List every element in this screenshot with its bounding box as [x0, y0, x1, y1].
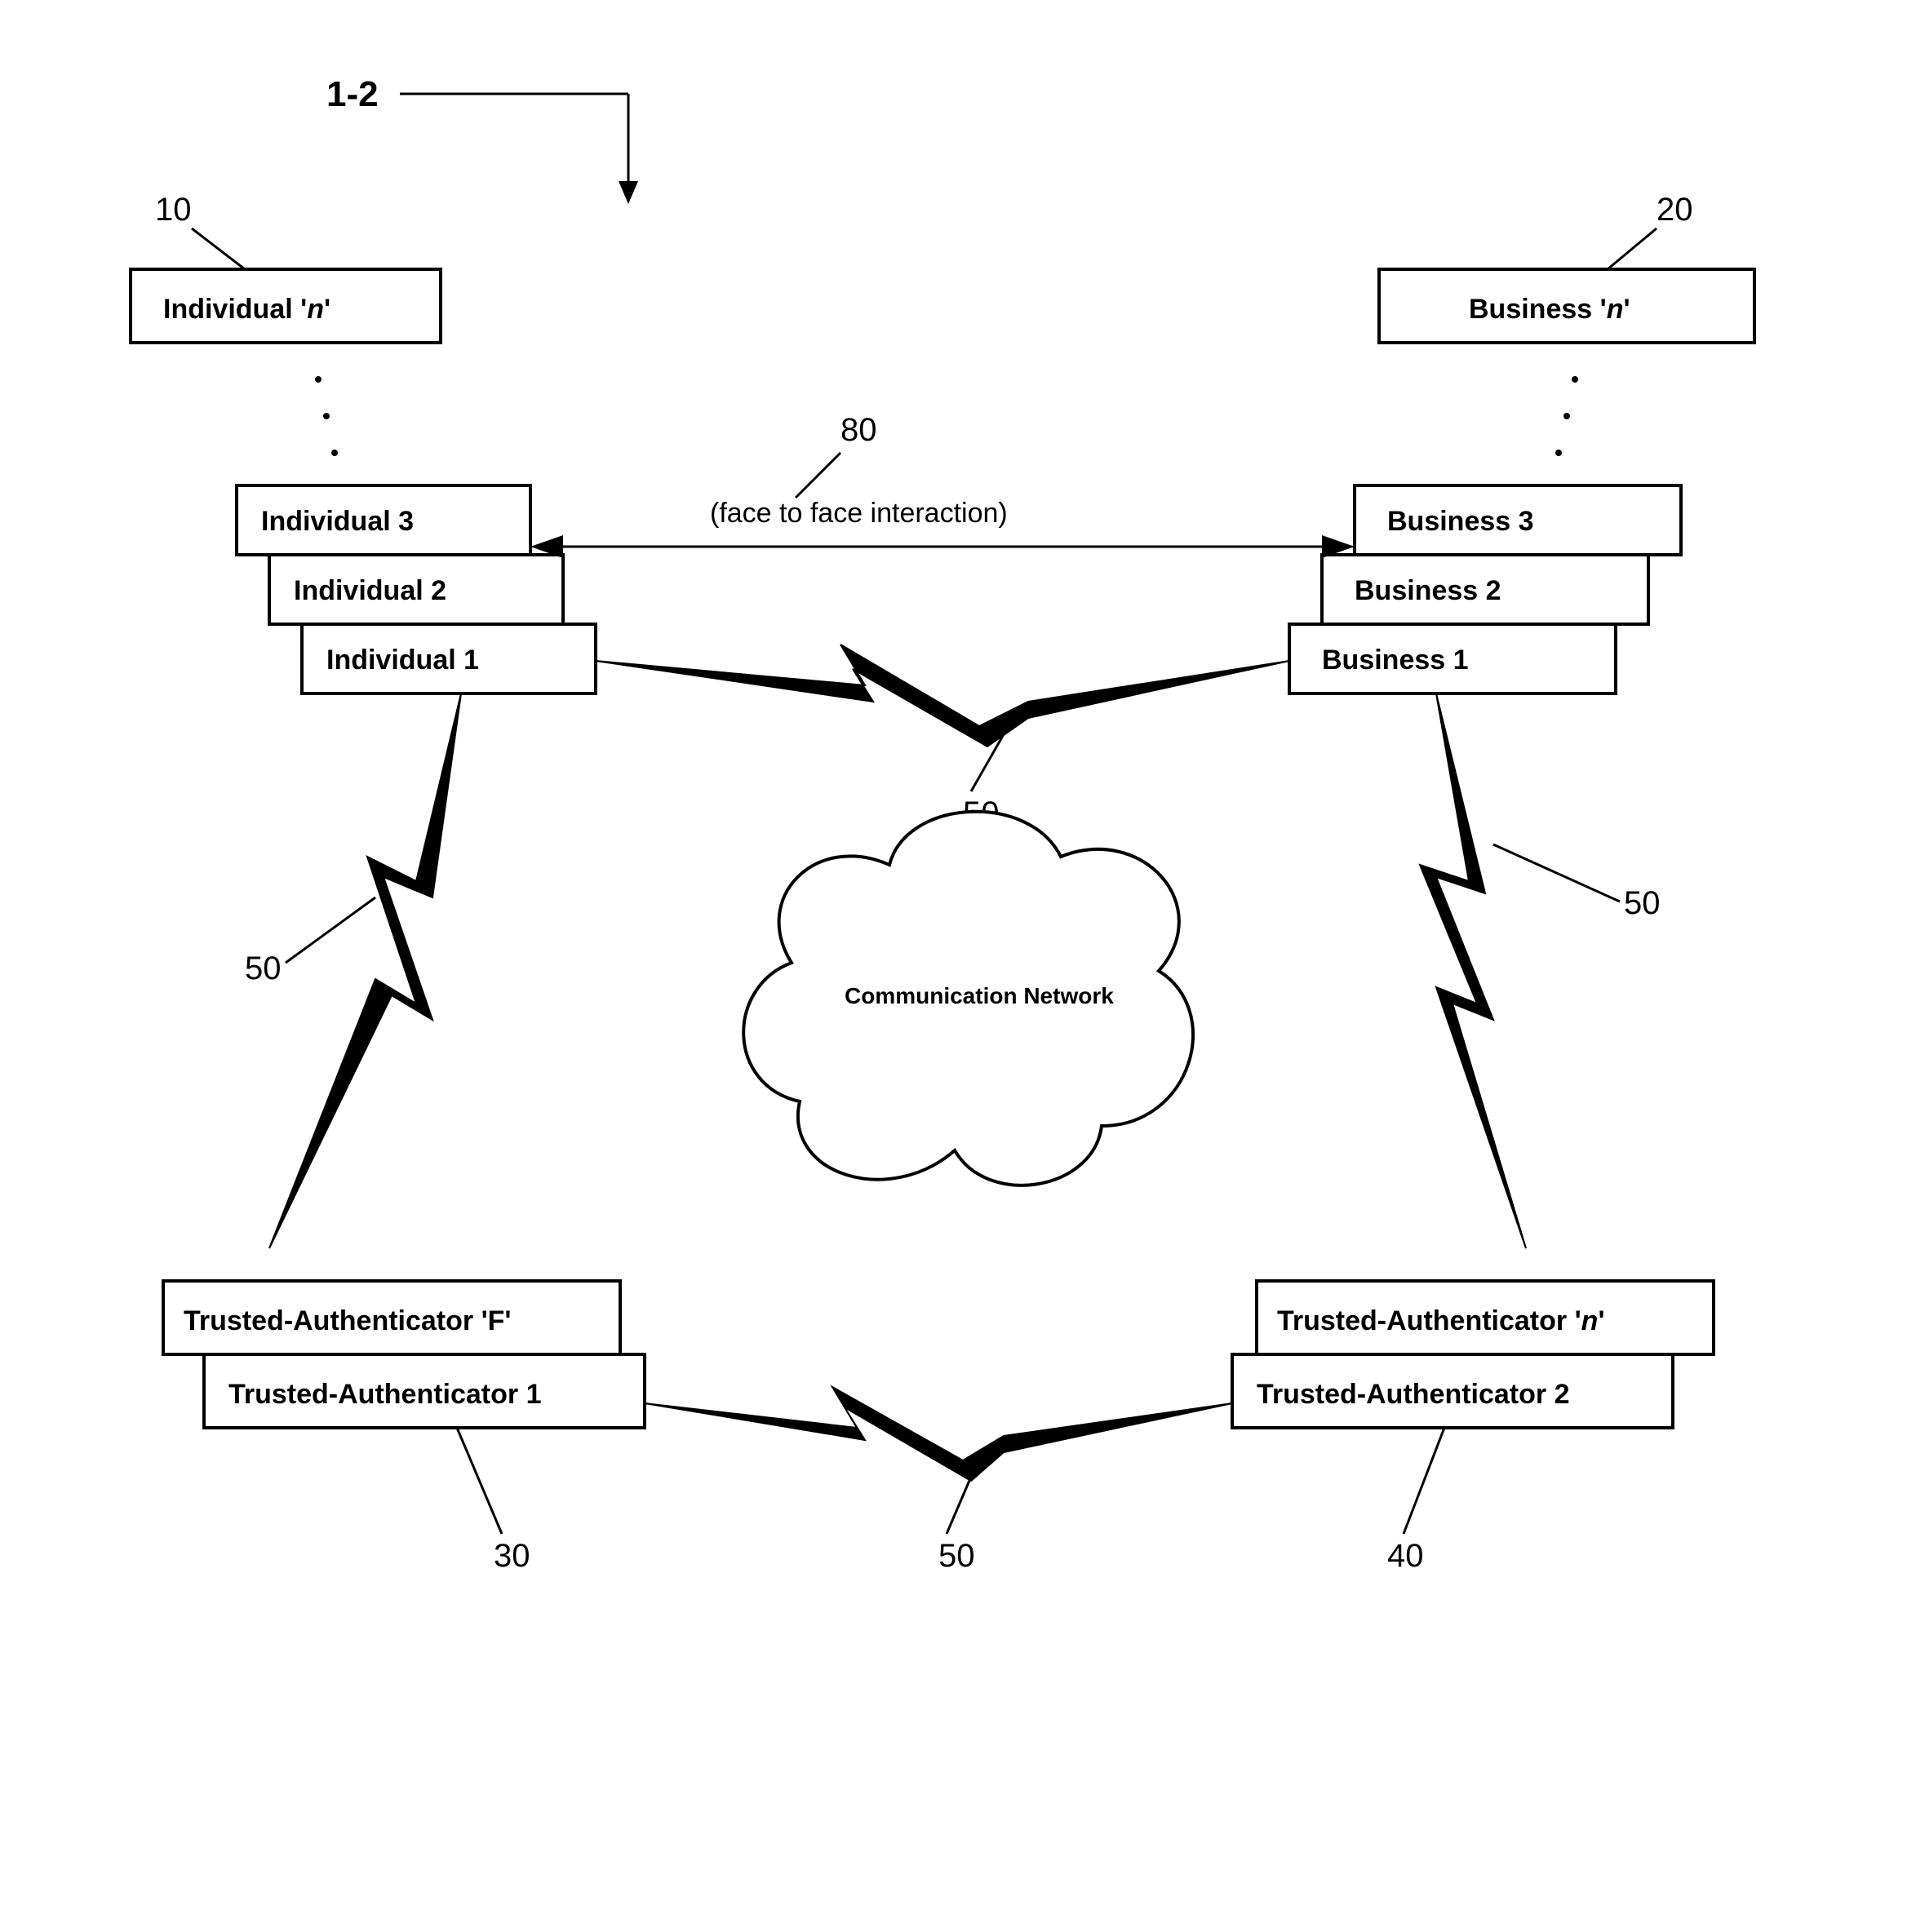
business-1-label: Business 1 — [1322, 645, 1469, 676]
business-3-label: Business 3 — [1387, 506, 1534, 537]
business-n-label: Business 'n' — [1469, 294, 1630, 325]
ref-30: 30 — [494, 1538, 530, 1574]
trusted-right-back-label: Trusted-Authenticator 'n' — [1277, 1305, 1605, 1336]
cloud-group: Communication Network — [743, 812, 1193, 1185]
leader-50-c — [1493, 844, 1620, 902]
zigzag-bus1-tan — [1420, 693, 1526, 1248]
ref-50-d: 50 — [938, 1538, 975, 1574]
individual-1-label: Individual 1 — [326, 645, 479, 676]
trusted-left-stack: Trusted-Authenticator 'F' Trusted-Authen… — [163, 1281, 645, 1428]
ellipsis-dot — [331, 450, 338, 456]
business-n-group: Business 'n' — [1379, 269, 1754, 343]
ref-50-b: 50 — [245, 950, 282, 986]
business-2-label: Business 2 — [1355, 575, 1501, 606]
ref-80: 80 — [840, 412, 877, 448]
leader-40 — [1404, 1428, 1444, 1534]
leader-10 — [192, 228, 245, 269]
leader-50-b — [286, 897, 375, 963]
diagram-canvas: 1-2 Individual 'n' 10 Business 'n' 20 In… — [0, 0, 1916, 1932]
leader-50-d — [947, 1477, 971, 1534]
ellipsis-dot — [1555, 450, 1562, 456]
ellipsis-dot — [1572, 376, 1578, 383]
ellipsis-dot — [1563, 413, 1570, 419]
zigzag-ind1-taF — [269, 693, 461, 1248]
trusted-left-front-label: Trusted-Authenticator 1 — [228, 1379, 541, 1410]
ref-10: 10 — [155, 192, 192, 228]
ref-40: 40 — [1387, 1538, 1424, 1574]
leader-30 — [457, 1428, 502, 1534]
individual-stack: Individual 3 Individual 2 Individual 1 — [237, 485, 596, 693]
leader-20 — [1608, 228, 1657, 269]
trusted-right-front-label: Trusted-Authenticator 2 — [1257, 1379, 1569, 1410]
trusted-left-back-label: Trusted-Authenticator 'F' — [184, 1305, 512, 1336]
individual-n-label: Individual 'n' — [163, 294, 330, 325]
title-arrowhead — [619, 181, 638, 204]
face-to-face: (face to face interaction) 80 — [530, 412, 1355, 558]
f2f-label: (face to face interaction) — [710, 498, 1008, 529]
ref-20: 20 — [1657, 192, 1693, 228]
trusted-right-stack: Trusted-Authenticator 'n' Trusted-Authen… — [1232, 1281, 1714, 1428]
zigzag-ta1-ta2 — [645, 1387, 1232, 1481]
ellipsis-dot — [323, 413, 330, 419]
business-stack: Business 3 Business 2 Business 1 — [1289, 485, 1681, 693]
individual-3-label: Individual 3 — [261, 506, 414, 537]
leader-80 — [796, 453, 840, 498]
cloud-label: Communication Network — [845, 983, 1114, 1008]
individual-2-label: Individual 2 — [294, 575, 446, 606]
ellipsis-dot — [315, 376, 322, 383]
zigzag-ind1-bus1 — [596, 645, 1289, 747]
ref-50-c: 50 — [1624, 885, 1661, 921]
figure-number: 1-2 — [326, 74, 379, 114]
individual-n-group: Individual 'n' — [131, 269, 441, 343]
